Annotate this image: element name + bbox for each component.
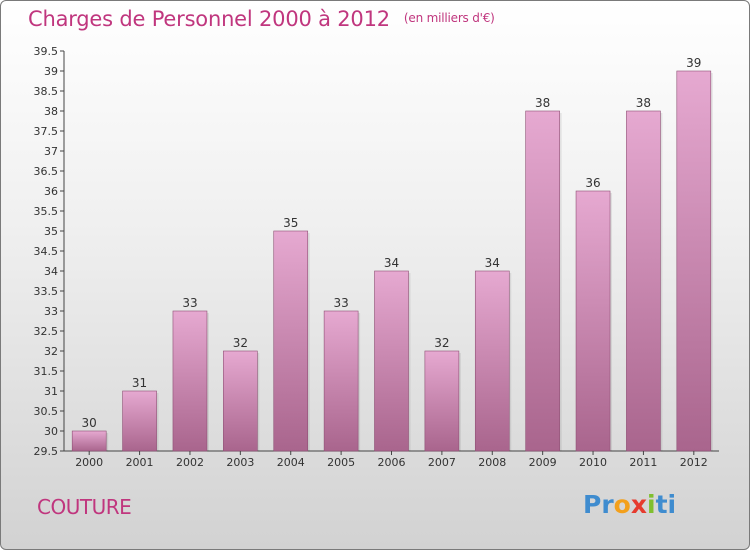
y-tick-label: 36.5: [34, 165, 59, 178]
x-tick-label: 2001: [126, 456, 154, 469]
data-label: 32: [233, 336, 248, 350]
bar: [474, 270, 510, 452]
y-tick-label: 33.5: [34, 285, 59, 298]
bar: [323, 310, 359, 452]
y-tick-label: 34: [44, 265, 58, 278]
bar: [374, 270, 409, 452]
bar: [575, 190, 611, 452]
bar: [676, 70, 712, 452]
bar: [172, 310, 208, 452]
y-tick-label: 36: [44, 185, 58, 198]
data-label: 32: [434, 336, 449, 350]
y-tick-label: 39: [44, 65, 58, 78]
y-tick-label: 31.5: [34, 365, 59, 378]
data-label: 31: [132, 376, 147, 390]
data-label: 38: [636, 96, 651, 110]
x-tick-label: 2006: [378, 456, 406, 469]
x-tick-label: 2000: [75, 456, 103, 469]
chart-title-text: Charges de Personnel 2000 à 2012: [28, 7, 390, 31]
data-label: 39: [686, 56, 701, 70]
x-tick-label: 2010: [579, 456, 607, 469]
y-tick-label: 33: [44, 305, 58, 318]
y-tick-label: 38.5: [34, 85, 59, 98]
bar: [223, 350, 258, 452]
x-tick-label: 2009: [529, 456, 557, 469]
x-tick-label: 2007: [428, 456, 456, 469]
x-tick-label: 2003: [226, 456, 254, 469]
bar: [424, 350, 460, 452]
y-tick-label: 38: [44, 105, 58, 118]
x-tick-label: 2011: [629, 456, 657, 469]
data-label: 34: [384, 256, 399, 270]
data-label: 34: [485, 256, 500, 270]
y-tick-label: 32: [44, 345, 58, 358]
chart-title: Charges de Personnel 2000 à 2012 (en mill…: [28, 7, 495, 31]
data-label: 30: [82, 416, 97, 430]
data-label: 33: [182, 296, 197, 310]
y-tick-label: 30: [44, 425, 58, 438]
y-tick-label: 37.5: [34, 125, 59, 138]
y-tick-label: 35: [44, 225, 58, 238]
y-tick-label: 29.5: [34, 445, 59, 458]
y-tick-label: 32.5: [34, 325, 59, 338]
bar: [71, 430, 107, 452]
bar: [273, 230, 309, 452]
chart-subtitle: (en milliers d'€): [403, 11, 495, 25]
x-tick-label: 2004: [277, 456, 305, 469]
bar: [626, 110, 661, 452]
y-tick-label: 34.5: [34, 245, 59, 258]
x-tick-label: 2012: [680, 456, 708, 469]
y-tick-label: 31: [44, 385, 58, 398]
x-tick-label: 2002: [176, 456, 204, 469]
y-tick-label: 30.5: [34, 405, 59, 418]
y-tick-label: 35.5: [34, 205, 59, 218]
y-tick-label: 37: [44, 145, 58, 158]
bar: [122, 390, 157, 452]
y-tick-label: 39.5: [34, 45, 59, 58]
data-label: 33: [333, 296, 348, 310]
data-label: 35: [283, 216, 298, 230]
commune-name: COUTURE: [37, 495, 132, 519]
data-label: 38: [535, 96, 550, 110]
x-tick-label: 2008: [478, 456, 506, 469]
proxiti-logo: Proxiti: [583, 490, 677, 519]
data-label: 36: [585, 176, 600, 190]
x-tick-label: 2005: [327, 456, 355, 469]
bar: [525, 110, 560, 452]
